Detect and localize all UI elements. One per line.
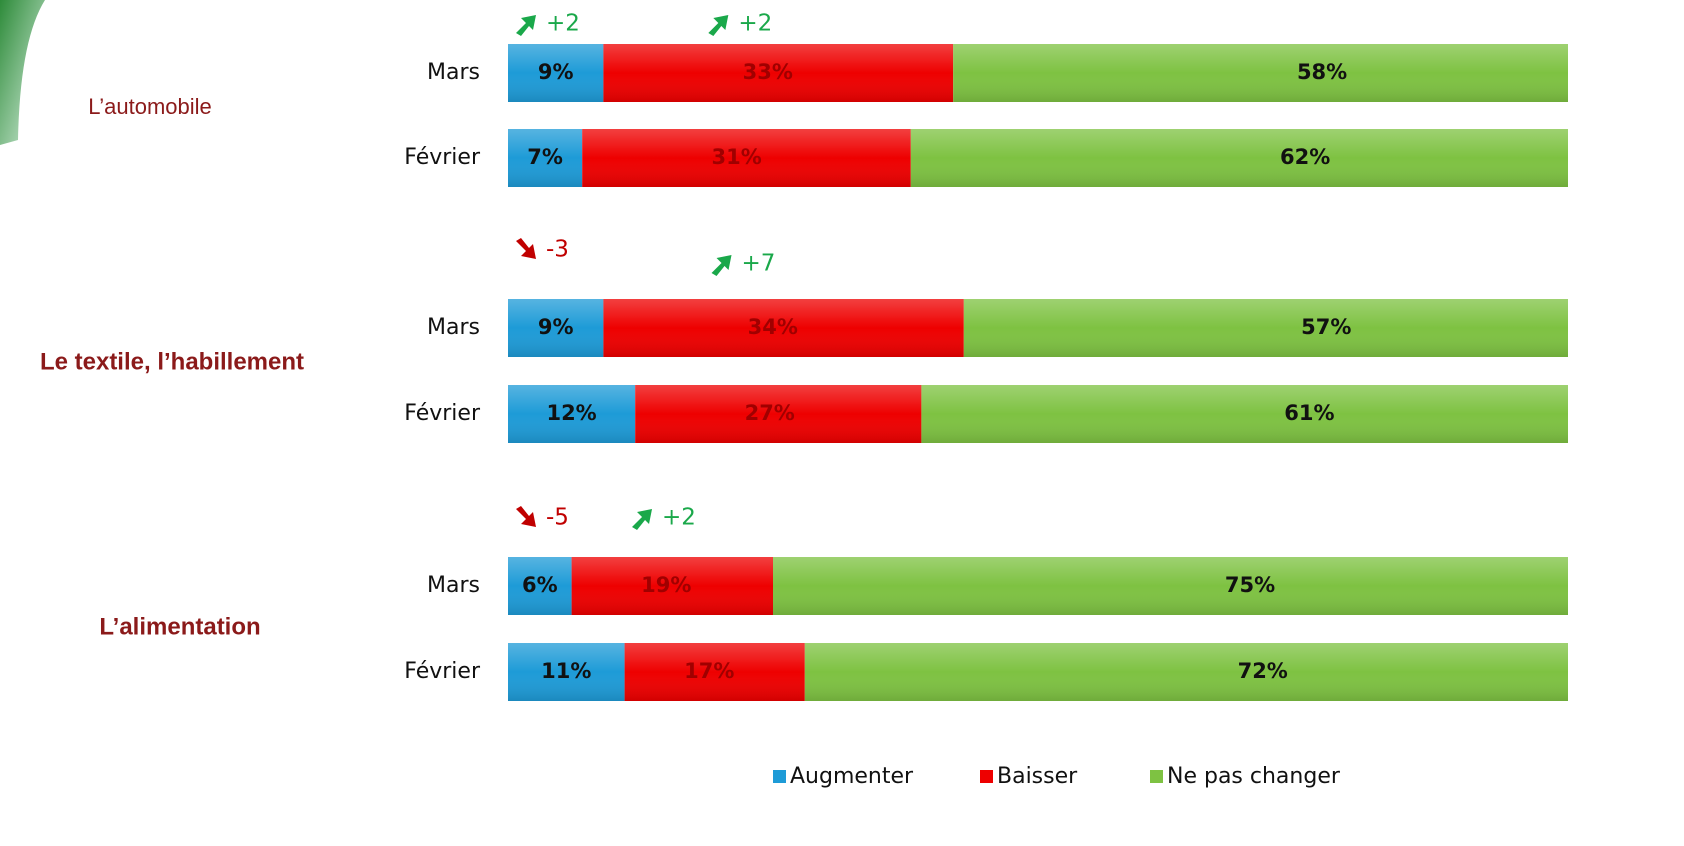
value-label: 12% (546, 401, 596, 425)
bar-shine (635, 385, 922, 443)
change-label: +2 (662, 505, 696, 531)
group-label: Le textile, l’habillement (40, 348, 304, 375)
bar-shine (603, 299, 964, 357)
legend-label: Baisser (997, 764, 1078, 789)
value-label: 17% (684, 659, 734, 683)
value-label: 11% (541, 659, 591, 683)
category-label: Mars (427, 315, 480, 340)
bar-shine (508, 643, 625, 701)
value-label: 19% (641, 573, 691, 597)
change-label: +7 (742, 251, 776, 277)
change-label: -5 (546, 505, 569, 531)
legend-swatch (1150, 770, 1163, 783)
value-label: 6% (522, 573, 558, 597)
bar-shine (508, 299, 604, 357)
bar-shine (603, 44, 954, 102)
bar-shine (921, 385, 1568, 443)
change-arrow (516, 238, 536, 259)
change-arrow (632, 509, 653, 530)
bar-shine (508, 44, 604, 102)
category-label: Mars (427, 573, 480, 598)
value-label: 72% (1238, 659, 1288, 683)
value-label: 27% (745, 401, 795, 425)
group-label: L’automobile (88, 94, 212, 119)
value-label: 62% (1280, 145, 1330, 169)
value-label: 33% (743, 60, 793, 84)
decoration (0, 0, 45, 145)
category-label: Février (404, 145, 481, 170)
bar-shine (910, 129, 1568, 187)
bar-shine (508, 557, 572, 615)
bar-shine (508, 129, 583, 187)
category-label: Février (404, 401, 481, 426)
value-label: 57% (1301, 315, 1351, 339)
value-label: 31% (712, 145, 762, 169)
bar-shine (582, 129, 911, 187)
value-label: 61% (1284, 401, 1334, 425)
bar-shine (804, 643, 1568, 701)
change-arrow (711, 255, 732, 276)
change-arrow (516, 15, 536, 36)
bar-shine (624, 643, 805, 701)
change-label: +2 (738, 11, 772, 37)
legend-label: Ne pas changer (1167, 764, 1341, 789)
legend-label: Augmenter (790, 764, 914, 789)
change-label: -3 (546, 237, 569, 263)
value-label: 9% (538, 60, 574, 84)
bar-shine (508, 385, 636, 443)
legend-swatch (773, 770, 786, 783)
group-label: L’alimentation (99, 613, 260, 640)
value-label: 7% (527, 145, 563, 169)
bar-shine (773, 557, 1568, 615)
value-label: 75% (1225, 573, 1275, 597)
category-label: Février (404, 659, 481, 684)
bar-shine (571, 557, 773, 615)
change-arrow (708, 15, 729, 36)
value-label: 58% (1297, 60, 1347, 84)
change-label: +2 (546, 11, 580, 37)
change-arrow (516, 506, 536, 527)
bar-shine (953, 44, 1568, 102)
value-label: 9% (538, 315, 574, 339)
legend-swatch (980, 770, 993, 783)
value-label: 34% (748, 315, 798, 339)
category-label: Mars (427, 60, 480, 85)
bar-shine (963, 299, 1568, 357)
